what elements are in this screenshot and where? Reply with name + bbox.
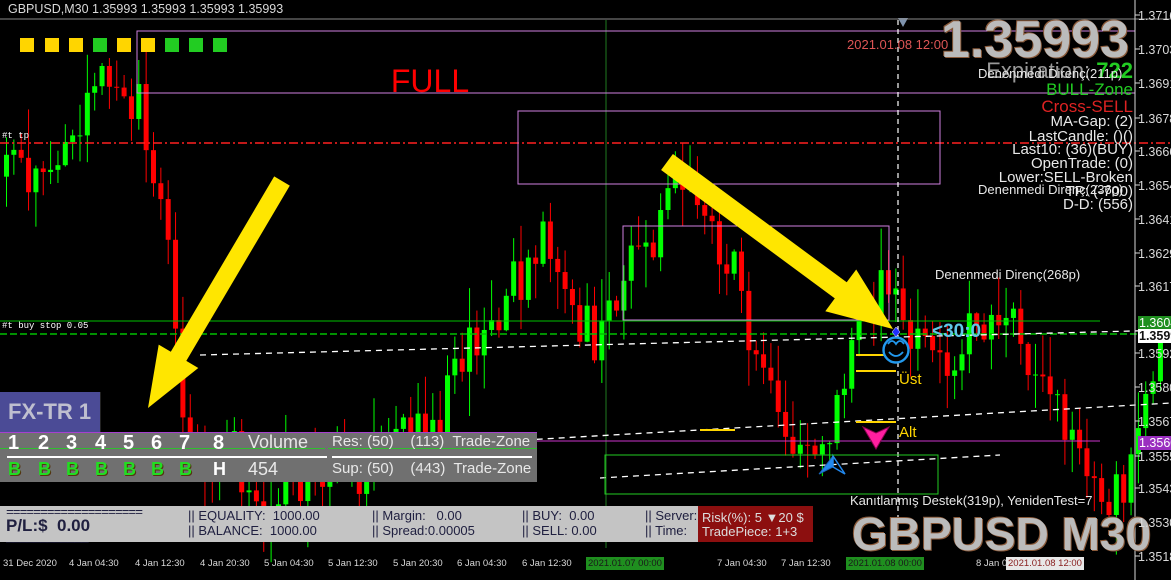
svg-text:Alt: Alt [899, 424, 917, 441]
svg-text:#t buy stop 0.05: #t buy stop 0.05 [2, 321, 88, 331]
svg-text:#t tp: #t tp [2, 131, 29, 141]
svg-text:GBPUSD,M30 1.35993 1.35993 1.: GBPUSD,M30 1.35993 1.35993 1.35993 1.359… [8, 2, 283, 16]
svg-text:<30:0: <30:0 [932, 321, 981, 342]
svg-text:Üst: Üst [899, 370, 922, 388]
svg-text:FULL: FULL [391, 63, 469, 99]
